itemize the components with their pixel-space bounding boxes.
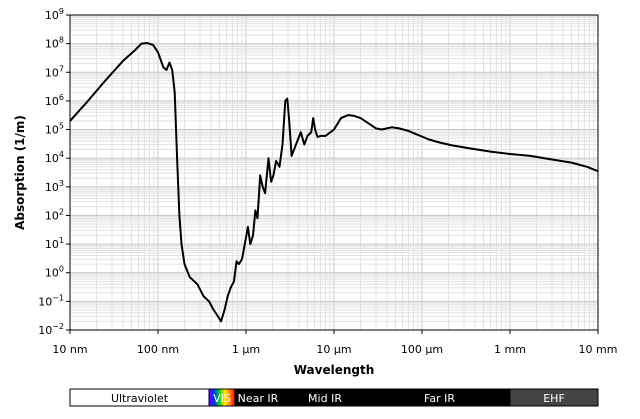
band-ehf bbox=[509, 388, 599, 407]
band-label: VIS bbox=[213, 392, 231, 405]
x-tick-label: 10 nm bbox=[52, 343, 87, 356]
x-axis-ticks: 10 nm 100 nm 1 μm 10 μm 100 μm 1 mm 10 mm bbox=[52, 330, 617, 356]
x-axis-title: Wavelength bbox=[294, 363, 375, 377]
y-tick-label: 105 bbox=[45, 122, 64, 137]
y-axis-ticks: 10−2 10−1 100 101 102 103 104 105 106 107 108 109 bbox=[38, 7, 70, 337]
y-tick-label: 100 bbox=[45, 265, 64, 280]
absorption-line bbox=[69, 42, 599, 323]
x-tick-label: 100 μm bbox=[401, 343, 443, 356]
band-label: Mid IR bbox=[308, 392, 342, 405]
band-label: Far IR bbox=[424, 392, 455, 405]
band-label: Near IR bbox=[238, 392, 279, 405]
band-label: Ultraviolet bbox=[111, 392, 169, 405]
y-tick-label: 106 bbox=[45, 93, 64, 108]
y-tick-label: 102 bbox=[45, 207, 64, 222]
y-tick-label: 104 bbox=[45, 150, 64, 165]
y-axis-title: Absorption (1/m) bbox=[13, 115, 27, 230]
y-tick-label: 108 bbox=[45, 36, 64, 51]
y-tick-label: 107 bbox=[45, 64, 64, 79]
y-tick-label: 10−1 bbox=[38, 293, 64, 308]
y-tick-label: 10−2 bbox=[38, 322, 64, 337]
spectrum-band-bar: Ultraviolet VIS Near IR Mid IR Far IR EHF bbox=[69, 388, 599, 407]
chart-grid bbox=[69, 15, 598, 331]
y-tick-label: 109 bbox=[45, 7, 64, 22]
x-tick-label: 100 nm bbox=[137, 343, 179, 356]
y-tick-label: 101 bbox=[45, 236, 64, 251]
band-label: EHF bbox=[543, 392, 565, 405]
x-tick-label: 10 μm bbox=[316, 343, 351, 356]
x-tick-label: 1 μm bbox=[232, 343, 260, 356]
y-tick-label: 103 bbox=[45, 179, 64, 194]
x-tick-label: 1 mm bbox=[494, 343, 526, 356]
x-tick-label: 10 mm bbox=[579, 343, 618, 356]
